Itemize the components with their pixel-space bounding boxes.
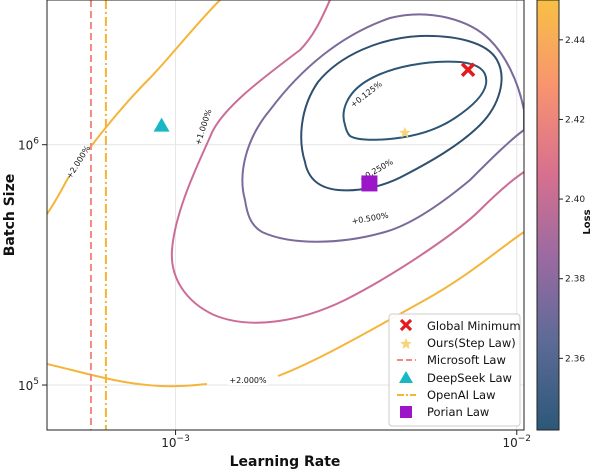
porian-law-marker [361, 175, 378, 192]
y-axis-ticks: 105 106 [18, 137, 47, 393]
x-axis-title: Learning Rate [230, 454, 341, 470]
colorbar: 2.36 2.38 2.40 2.42 2.44 Loss [536, 0, 593, 431]
contour-line-1pct [170, 0, 524, 324]
legend-label-openai-law: OpenAI Law [427, 388, 496, 402]
contour-line-0-5pct [241, 13, 524, 243]
contour-line-0-25pct [300, 34, 503, 192]
y-tick-label-1: 106 [18, 137, 39, 153]
legend-entry-global-minimum: Global Minimum [399, 318, 521, 333]
contour-label-2-000-lower: +2.000% [229, 376, 267, 385]
legend-label-porian-law: Porian Law [427, 405, 489, 419]
colorbar-tick-label-3: 2.42 [565, 115, 585, 125]
law-lines [89, 0, 107, 430]
x-tick-label-0: 10−3 [161, 434, 190, 450]
y-axis-title: Batch Size [2, 174, 18, 256]
step-law-marker [399, 126, 411, 138]
colorbar-tick-label-2: 2.40 [565, 195, 585, 205]
legend-entry-microsoft-law: Microsoft Law [397, 353, 506, 367]
legend: Global Minimum Ours(Step Law) Microsoft … [388, 313, 521, 427]
legend-entry-deepseek-law: DeepSeek Law [399, 371, 512, 385]
legend-label-deepseek-law: DeepSeek Law [427, 371, 512, 385]
contour-lines [47, 0, 524, 388]
colorbar-gradient [536, 0, 560, 431]
contour-line-0-125pct [342, 60, 488, 141]
global-minimum-marker [460, 62, 476, 78]
colorbar-ticks: 2.36 2.38 2.40 2.42 2.44 [559, 36, 585, 364]
colorbar-tick-label-0: 2.36 [565, 354, 585, 364]
legend-entry-openai-law: OpenAI Law [397, 388, 496, 402]
legend-label-step-law: Ours(Step Law) [427, 336, 516, 350]
x-tick-label-1: 10−2 [502, 434, 531, 450]
x-axis-ticks: 10−3 10−2 [161, 430, 531, 450]
markers [153, 62, 476, 192]
colorbar-tick-label-1: 2.38 [565, 275, 585, 285]
contour-line-2pct-lower [47, 231, 524, 388]
legend-label-global-minimum: Global Minimum [427, 319, 521, 333]
legend-entry-porian-law: Porian Law [400, 405, 489, 419]
legend-label-microsoft-law: Microsoft Law [427, 353, 506, 367]
colorbar-label: Loss [582, 209, 593, 234]
legend-star-icon [400, 338, 412, 349]
y-tick-label-0: 105 [18, 377, 39, 393]
colorbar-tick-label-4: 2.44 [565, 36, 585, 46]
deepseek-law-marker [153, 117, 170, 132]
plot-border [46, 0, 525, 431]
legend-entry-step-law: Ours(Step Law) [400, 336, 516, 350]
